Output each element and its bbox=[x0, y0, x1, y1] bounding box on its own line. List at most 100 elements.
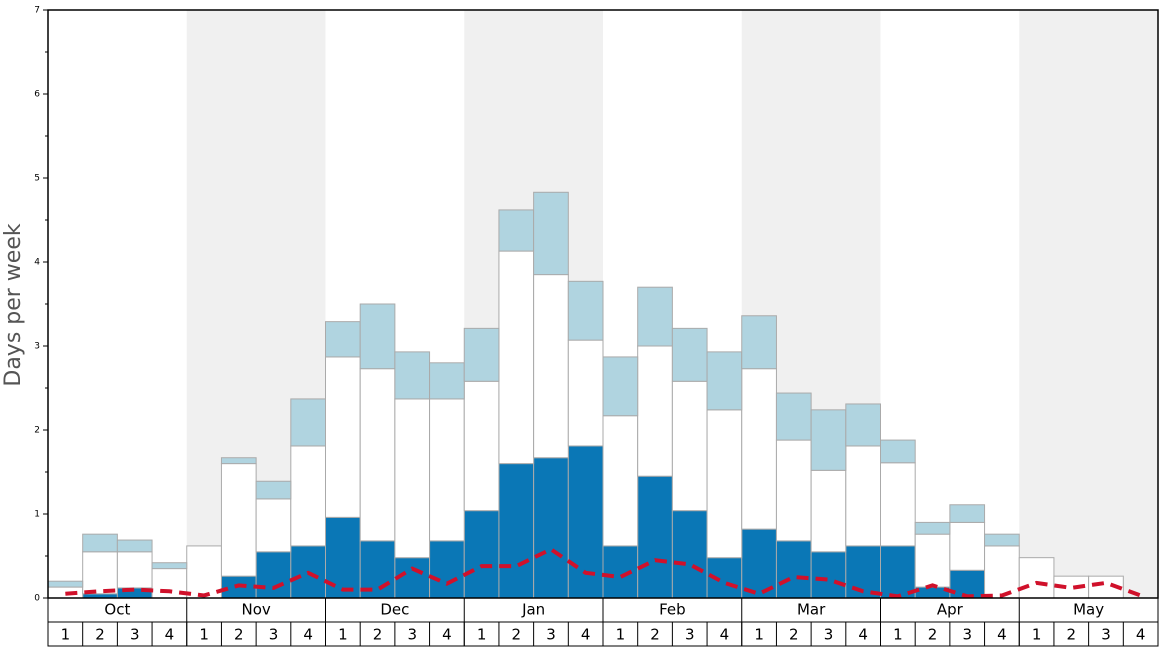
week-label: 1 bbox=[754, 626, 764, 644]
bar-segment bbox=[984, 545, 1020, 599]
week-label: 3 bbox=[824, 626, 834, 644]
bar-segment bbox=[116, 551, 153, 589]
bar-segment bbox=[325, 356, 361, 518]
bar-segment bbox=[255, 480, 292, 500]
week-label: 4 bbox=[581, 626, 591, 644]
bar-segment bbox=[637, 345, 673, 477]
week-label: 4 bbox=[858, 626, 868, 644]
y-tick-label: 3 bbox=[34, 342, 40, 352]
bar-segment bbox=[463, 327, 500, 382]
y-tick-label: 1 bbox=[34, 510, 40, 520]
week-label: 3 bbox=[269, 626, 279, 644]
bar-segment bbox=[498, 463, 535, 599]
bar-segment bbox=[671, 327, 708, 382]
week-label: 2 bbox=[234, 626, 244, 644]
week-label: 4 bbox=[1136, 626, 1146, 644]
y-tick-label: 4 bbox=[34, 258, 40, 268]
y-axis-label: Days per week bbox=[1, 223, 26, 386]
month-label: Dec bbox=[380, 601, 409, 619]
bar-segment bbox=[671, 510, 708, 599]
bar-segment bbox=[47, 580, 84, 588]
bar-segment bbox=[880, 439, 916, 464]
month-label: Apr bbox=[937, 601, 964, 619]
bar-segment bbox=[533, 191, 569, 276]
bar-segment bbox=[706, 351, 743, 411]
bar-segment bbox=[567, 280, 604, 341]
week-label: 1 bbox=[893, 626, 903, 644]
bar-segment bbox=[463, 380, 500, 512]
bar-segment bbox=[810, 409, 847, 471]
week-label: 2 bbox=[650, 626, 660, 644]
bar-segment bbox=[914, 533, 951, 588]
bar-segment bbox=[394, 351, 431, 400]
bar-segment bbox=[810, 469, 847, 553]
week-label: 3 bbox=[546, 626, 556, 644]
bar-segment bbox=[602, 415, 639, 547]
bar-segment bbox=[325, 321, 361, 358]
week-label: 3 bbox=[407, 626, 417, 644]
bar-segment bbox=[290, 398, 326, 447]
week-label: 1 bbox=[616, 626, 626, 644]
bar-segment bbox=[394, 398, 431, 559]
bar-segment bbox=[429, 362, 465, 400]
week-label: 1 bbox=[61, 626, 71, 644]
week-label: 3 bbox=[962, 626, 972, 644]
bar-segment bbox=[775, 439, 812, 542]
week-label: 3 bbox=[1101, 626, 1111, 644]
month-label: Oct bbox=[104, 601, 130, 619]
bar-segment bbox=[220, 457, 257, 465]
y-tick-label: 7 bbox=[34, 6, 40, 16]
bar-segment bbox=[914, 521, 951, 535]
bar-segment bbox=[290, 445, 326, 547]
bar-segment bbox=[775, 540, 812, 599]
bar-segment bbox=[533, 457, 569, 599]
bar-segment bbox=[359, 303, 396, 370]
bar-segment bbox=[949, 504, 986, 523]
bar-segment bbox=[498, 250, 535, 465]
week-label: 3 bbox=[685, 626, 695, 644]
bar-segment bbox=[151, 562, 188, 570]
week-label: 1 bbox=[338, 626, 348, 644]
week-label: 4 bbox=[442, 626, 452, 644]
bar-segment bbox=[706, 409, 743, 559]
bar-segment bbox=[602, 356, 639, 417]
bar-segment bbox=[290, 545, 326, 599]
bar-segment bbox=[220, 463, 257, 577]
bar-segment bbox=[567, 339, 604, 447]
bar-segment bbox=[498, 209, 535, 252]
month-label: Jan bbox=[521, 601, 545, 619]
bar-segment bbox=[429, 540, 465, 599]
month-label: May bbox=[1073, 601, 1104, 619]
bar-segment bbox=[255, 498, 292, 553]
week-label: 4 bbox=[165, 626, 175, 644]
bar-segment bbox=[984, 533, 1020, 547]
week-label: 1 bbox=[477, 626, 487, 644]
week-label: 2 bbox=[373, 626, 383, 644]
y-tick-label: 0 bbox=[34, 594, 40, 604]
bar-segment bbox=[880, 545, 916, 599]
week-label: 2 bbox=[928, 626, 938, 644]
bar-segment bbox=[741, 368, 777, 530]
y-tick-label: 6 bbox=[34, 90, 40, 100]
bar-segment bbox=[741, 315, 777, 370]
bar-segment bbox=[671, 380, 708, 512]
bar-segment bbox=[775, 392, 812, 441]
bar-segment bbox=[637, 475, 673, 599]
bar-segment bbox=[82, 551, 118, 595]
bar-segment bbox=[845, 403, 881, 447]
week-label: 1 bbox=[199, 626, 209, 644]
week-label: 4 bbox=[303, 626, 313, 644]
bar-segment bbox=[359, 368, 396, 542]
bar-segment bbox=[949, 569, 986, 599]
bar-segment bbox=[255, 551, 292, 599]
y-tick-label: 5 bbox=[34, 174, 40, 184]
month-shade bbox=[1019, 10, 1158, 598]
week-label: 1 bbox=[1032, 626, 1042, 644]
bar-segment bbox=[845, 445, 881, 547]
bar-segment bbox=[82, 533, 118, 553]
bar-segment bbox=[810, 551, 847, 599]
week-label: 2 bbox=[789, 626, 799, 644]
week-label: 2 bbox=[1067, 626, 1077, 644]
bar-segment bbox=[637, 286, 673, 347]
